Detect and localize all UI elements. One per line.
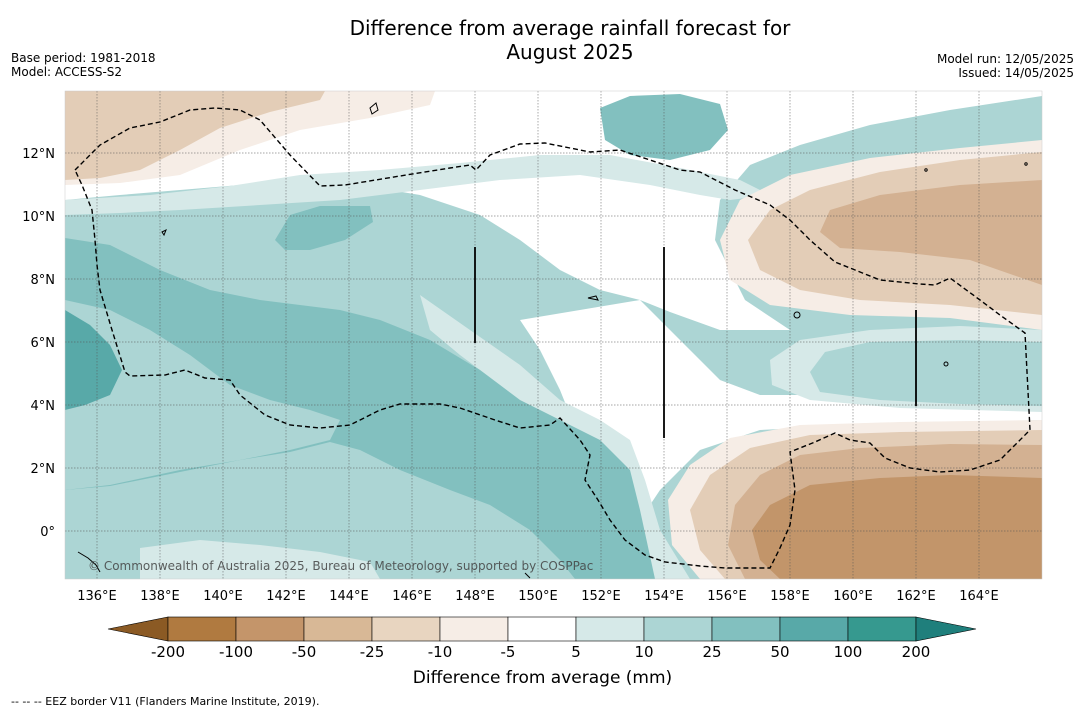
boundary-lines xyxy=(474,247,917,438)
colorbar-box xyxy=(235,616,305,642)
lat-label: 2°N xyxy=(31,462,56,477)
white-band-north xyxy=(65,91,1042,330)
title-line-2: August 2025 xyxy=(506,40,634,64)
colorbar-title: Difference from average (mm) xyxy=(412,668,673,688)
colorbar-box xyxy=(303,616,373,642)
colorbar-box xyxy=(439,616,509,642)
colorbar-box xyxy=(167,616,237,642)
lat-label: 8°N xyxy=(31,273,56,288)
lat-label: 0° xyxy=(40,525,55,540)
lon-label: 156°E xyxy=(707,589,747,604)
colorbar-tick-label: 10 xyxy=(634,643,654,661)
colorbar-tick-label: 200 xyxy=(901,643,931,661)
colorbar-tick-label: -25 xyxy=(359,643,385,661)
colorbar-box xyxy=(847,616,917,642)
lon-label: 154°E xyxy=(644,589,684,604)
colorbar-tick-label: -200 xyxy=(150,643,186,661)
lon-label: 160°E xyxy=(833,589,873,604)
lon-label: 142°E xyxy=(266,589,306,604)
lon-label: 140°E xyxy=(203,589,243,604)
white-band-south xyxy=(520,300,1042,579)
lat-labels: 12°N 10°N 8°N 6°N 4°N 2°N 0° xyxy=(22,147,55,540)
colorbar-tick-label: -100 xyxy=(218,643,254,661)
teal-east-mid xyxy=(810,340,1042,406)
lat-label: 4°N xyxy=(31,399,56,414)
colorbar-tick-label: 100 xyxy=(833,643,863,661)
colorbar-box xyxy=(779,616,849,642)
colorbar xyxy=(107,616,977,642)
teal-patch-mid xyxy=(275,206,373,250)
lon-labels: 136°E 138°E 140°E 142°E 144°E 146°E 148°… xyxy=(77,589,999,604)
lon-label: 144°E xyxy=(329,589,369,604)
colorbar-arrow-right xyxy=(915,616,977,642)
lat-label: 12°N xyxy=(22,147,55,162)
lon-label: 152°E xyxy=(581,589,621,604)
eez-legend-note: -- -- -- EEZ border V11 (Flanders Marine… xyxy=(11,695,320,708)
base-period: Base period: 1981-2018 xyxy=(11,51,156,65)
eez-borders xyxy=(74,107,1031,569)
lon-label: 138°E xyxy=(140,589,180,604)
copyright-text: © Commonwealth of Australia 2025, Bureau… xyxy=(88,559,593,573)
colorbar-tick-label: 5 xyxy=(571,643,581,661)
colorbar-arrow-left xyxy=(107,616,169,642)
teal-sw-white xyxy=(140,540,380,579)
light-teal-fringe xyxy=(420,295,690,579)
lat-label: 10°N xyxy=(22,210,55,225)
lon-label: 136°E xyxy=(77,589,117,604)
colorbar-tick-label: 50 xyxy=(770,643,790,661)
brown-nw-mid xyxy=(65,91,325,180)
light-teal-upper xyxy=(65,155,770,215)
colorbar-box xyxy=(371,616,441,642)
brown-se-dark xyxy=(752,475,1042,579)
colorbar-box xyxy=(643,616,713,642)
lon-label: 164°E xyxy=(959,589,999,604)
model-name: Model: ACCESS-S2 xyxy=(11,65,123,79)
colorbar-box xyxy=(711,616,781,642)
grid xyxy=(65,91,1042,579)
model-info: Base period: 1981-2018 Model: ACCESS-S2 xyxy=(11,51,156,79)
colorbar-box xyxy=(575,616,645,642)
map-frame xyxy=(64,90,1043,580)
map-field: © Commonwealth of Australia 2025, Bureau… xyxy=(65,91,1042,579)
title-line-1: Difference from average rainfall forecas… xyxy=(349,16,791,40)
colorbar-box xyxy=(507,616,577,642)
run-info: Model run: 12/05/2025 Issued: 14/05/2025 xyxy=(937,52,1074,80)
lon-label: 162°E xyxy=(896,589,936,604)
islands xyxy=(77,102,1028,579)
colorbar-tick-label: -10 xyxy=(427,643,453,661)
lon-label: 158°E xyxy=(770,589,810,604)
colorbar-tick-label: -50 xyxy=(291,643,317,661)
model-run: Model run: 12/05/2025 xyxy=(936,52,1074,66)
lat-label: 6°N xyxy=(31,336,56,351)
lon-label: 150°E xyxy=(518,589,558,604)
colorbar-tick-label: 25 xyxy=(702,643,722,661)
brown-east-dark xyxy=(820,180,1042,285)
lon-label: 148°E xyxy=(455,589,495,604)
colorbar-tick-label: -5 xyxy=(500,643,516,661)
issued-date: Issued: 14/05/2025 xyxy=(958,66,1074,80)
lon-label: 146°E xyxy=(392,589,432,604)
teal-far-west xyxy=(65,310,122,410)
